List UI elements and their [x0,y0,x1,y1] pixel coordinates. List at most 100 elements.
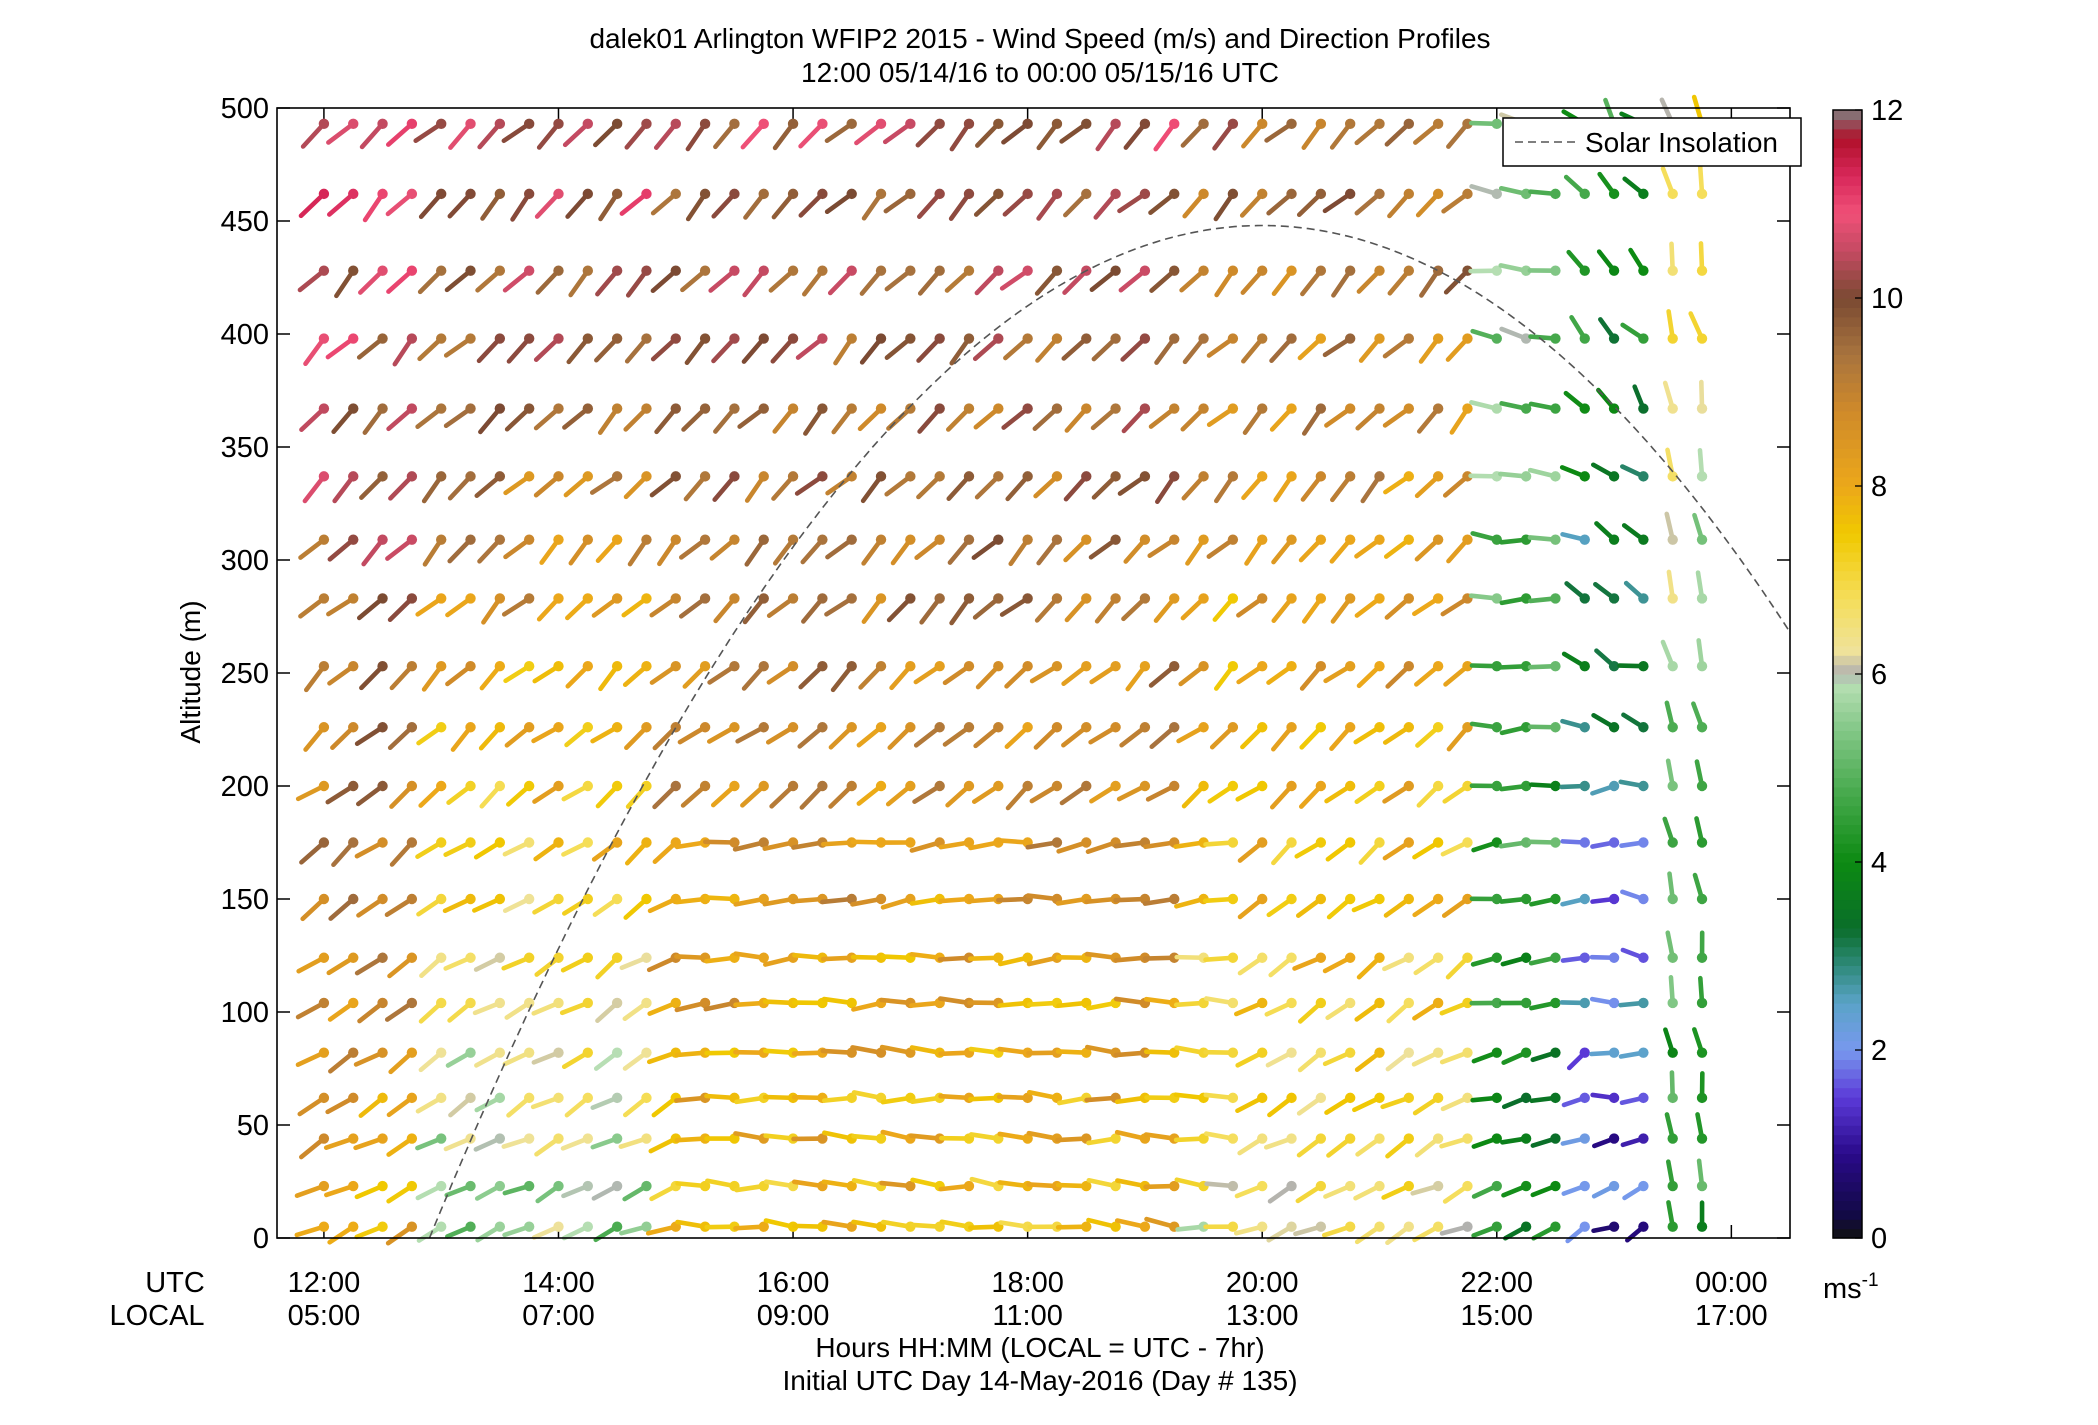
wind-barb-shaft [798,121,825,149]
wind-barb-base [934,265,945,276]
wind-barb-base [494,837,506,848]
wind-barb-base [1257,952,1268,963]
colorbar-segment [1833,166,1862,177]
wind-barb [879,1044,916,1058]
wind-barb [447,997,476,1023]
wind-barb-base [1022,722,1033,733]
wind-barb-base [1022,661,1033,672]
wind-barb [1354,534,1385,559]
wind-barb [332,471,359,504]
wind-barb-base [1550,1180,1561,1192]
wind-barb-base [348,1047,359,1058]
wind-barb [503,471,535,496]
wind-barb [1696,1158,1708,1192]
wind-barb-base [846,593,857,604]
wind-barb-base [406,722,418,733]
wind-barb-base [1432,837,1444,848]
wind-barb [1178,661,1209,687]
wind-barb [1301,403,1327,436]
wind-barb-base [1608,534,1620,545]
wind-barb [595,265,623,297]
wind-barb-base [1198,722,1209,733]
wind-barb-base [1374,952,1385,963]
wind-barb-base [406,1221,418,1232]
x-tick-label-utc: 14:00 [522,1267,595,1299]
wind-barb [1203,1092,1239,1104]
wind-barb-base [787,471,799,482]
wind-barb-base [553,952,564,963]
wind-barb [913,722,945,748]
wind-barb-base [1110,1180,1121,1192]
wind-barb-base [1286,893,1297,905]
wind-barb-base [1403,403,1415,414]
y-tick-label: 200 [221,771,269,803]
wind-barb [1560,952,1590,963]
wind-barb-base [1198,780,1209,792]
wind-barb [563,471,594,498]
wind-barb-base [1403,1180,1415,1192]
wind-barb [735,722,769,744]
wind-barb [707,661,740,685]
wind-barb [476,333,506,364]
wind-barb [657,534,681,567]
wind-barb [1148,403,1180,429]
wind-barb [1527,534,1561,545]
wind-barb-base [1022,403,1033,414]
wind-barb-base [582,188,594,200]
y-tick-label: 0 [253,1223,269,1255]
wind-barb [972,333,1004,362]
wind-barb [1569,315,1590,344]
wind-barb-base [1081,1047,1092,1058]
wind-barb [1358,837,1385,865]
wind-barb-base [993,534,1004,545]
chart-subtitle: 12:00 05/14/16 to 00:00 05/15/16 UTC [801,57,1279,88]
wind-barb-base [1550,997,1561,1009]
wind-barb-base [436,1180,447,1192]
wind-barb-base [1169,118,1180,130]
wind-barb [474,1092,506,1113]
wind-barb-base [1198,661,1209,672]
wind-barb [561,1180,594,1199]
wind-barb [590,1133,623,1150]
wind-barb-base [465,997,476,1009]
wind-barb [560,1133,594,1151]
wind-barb-base [1022,118,1033,130]
wind-barb-base [787,188,799,200]
wind-barb [1056,837,1092,854]
wind-barb-base [993,952,1004,963]
wind-barb-base [494,1221,506,1232]
colorbar-segment [1833,1144,1862,1154]
wind-barb-base [494,661,506,672]
wind-barb-base [436,403,447,414]
colorbar-segment [1833,1003,1862,1013]
wind-barb [833,333,857,366]
colorbar-segment [1833,768,1862,778]
wind-barb-base [1403,952,1415,963]
wind-barb [1501,1092,1532,1110]
wind-barb-base [1403,471,1415,482]
wind-barb-base [1139,593,1151,604]
x-axis-label: Hours HH:MM (LOCAL = UTC - 7hr) [815,1332,1264,1363]
colorbar-segment [1833,796,1862,807]
wind-barb [562,118,594,148]
wind-barb [1527,661,1561,672]
wind-barb-base [670,722,681,733]
wind-barb [973,403,1004,430]
wind-barb-base [582,893,594,905]
wind-barb [919,593,945,625]
wind-barb [1443,661,1473,687]
wind-barb [502,837,535,857]
wind-barb-base [1022,188,1033,200]
wind-barb [474,471,506,499]
wind-barb-base [670,661,681,672]
wind-barb [1382,722,1415,745]
wind-barb-base [611,837,623,848]
wind-barb [713,403,740,434]
wind-barb [1114,1218,1151,1232]
wind-barb-base [1667,1221,1678,1232]
wind-barb-base [1315,893,1327,905]
wind-barb-base [553,333,564,344]
wind-barb-base [1520,1221,1532,1232]
wind-barb-base [523,471,535,482]
wind-barb-base [1608,722,1620,733]
